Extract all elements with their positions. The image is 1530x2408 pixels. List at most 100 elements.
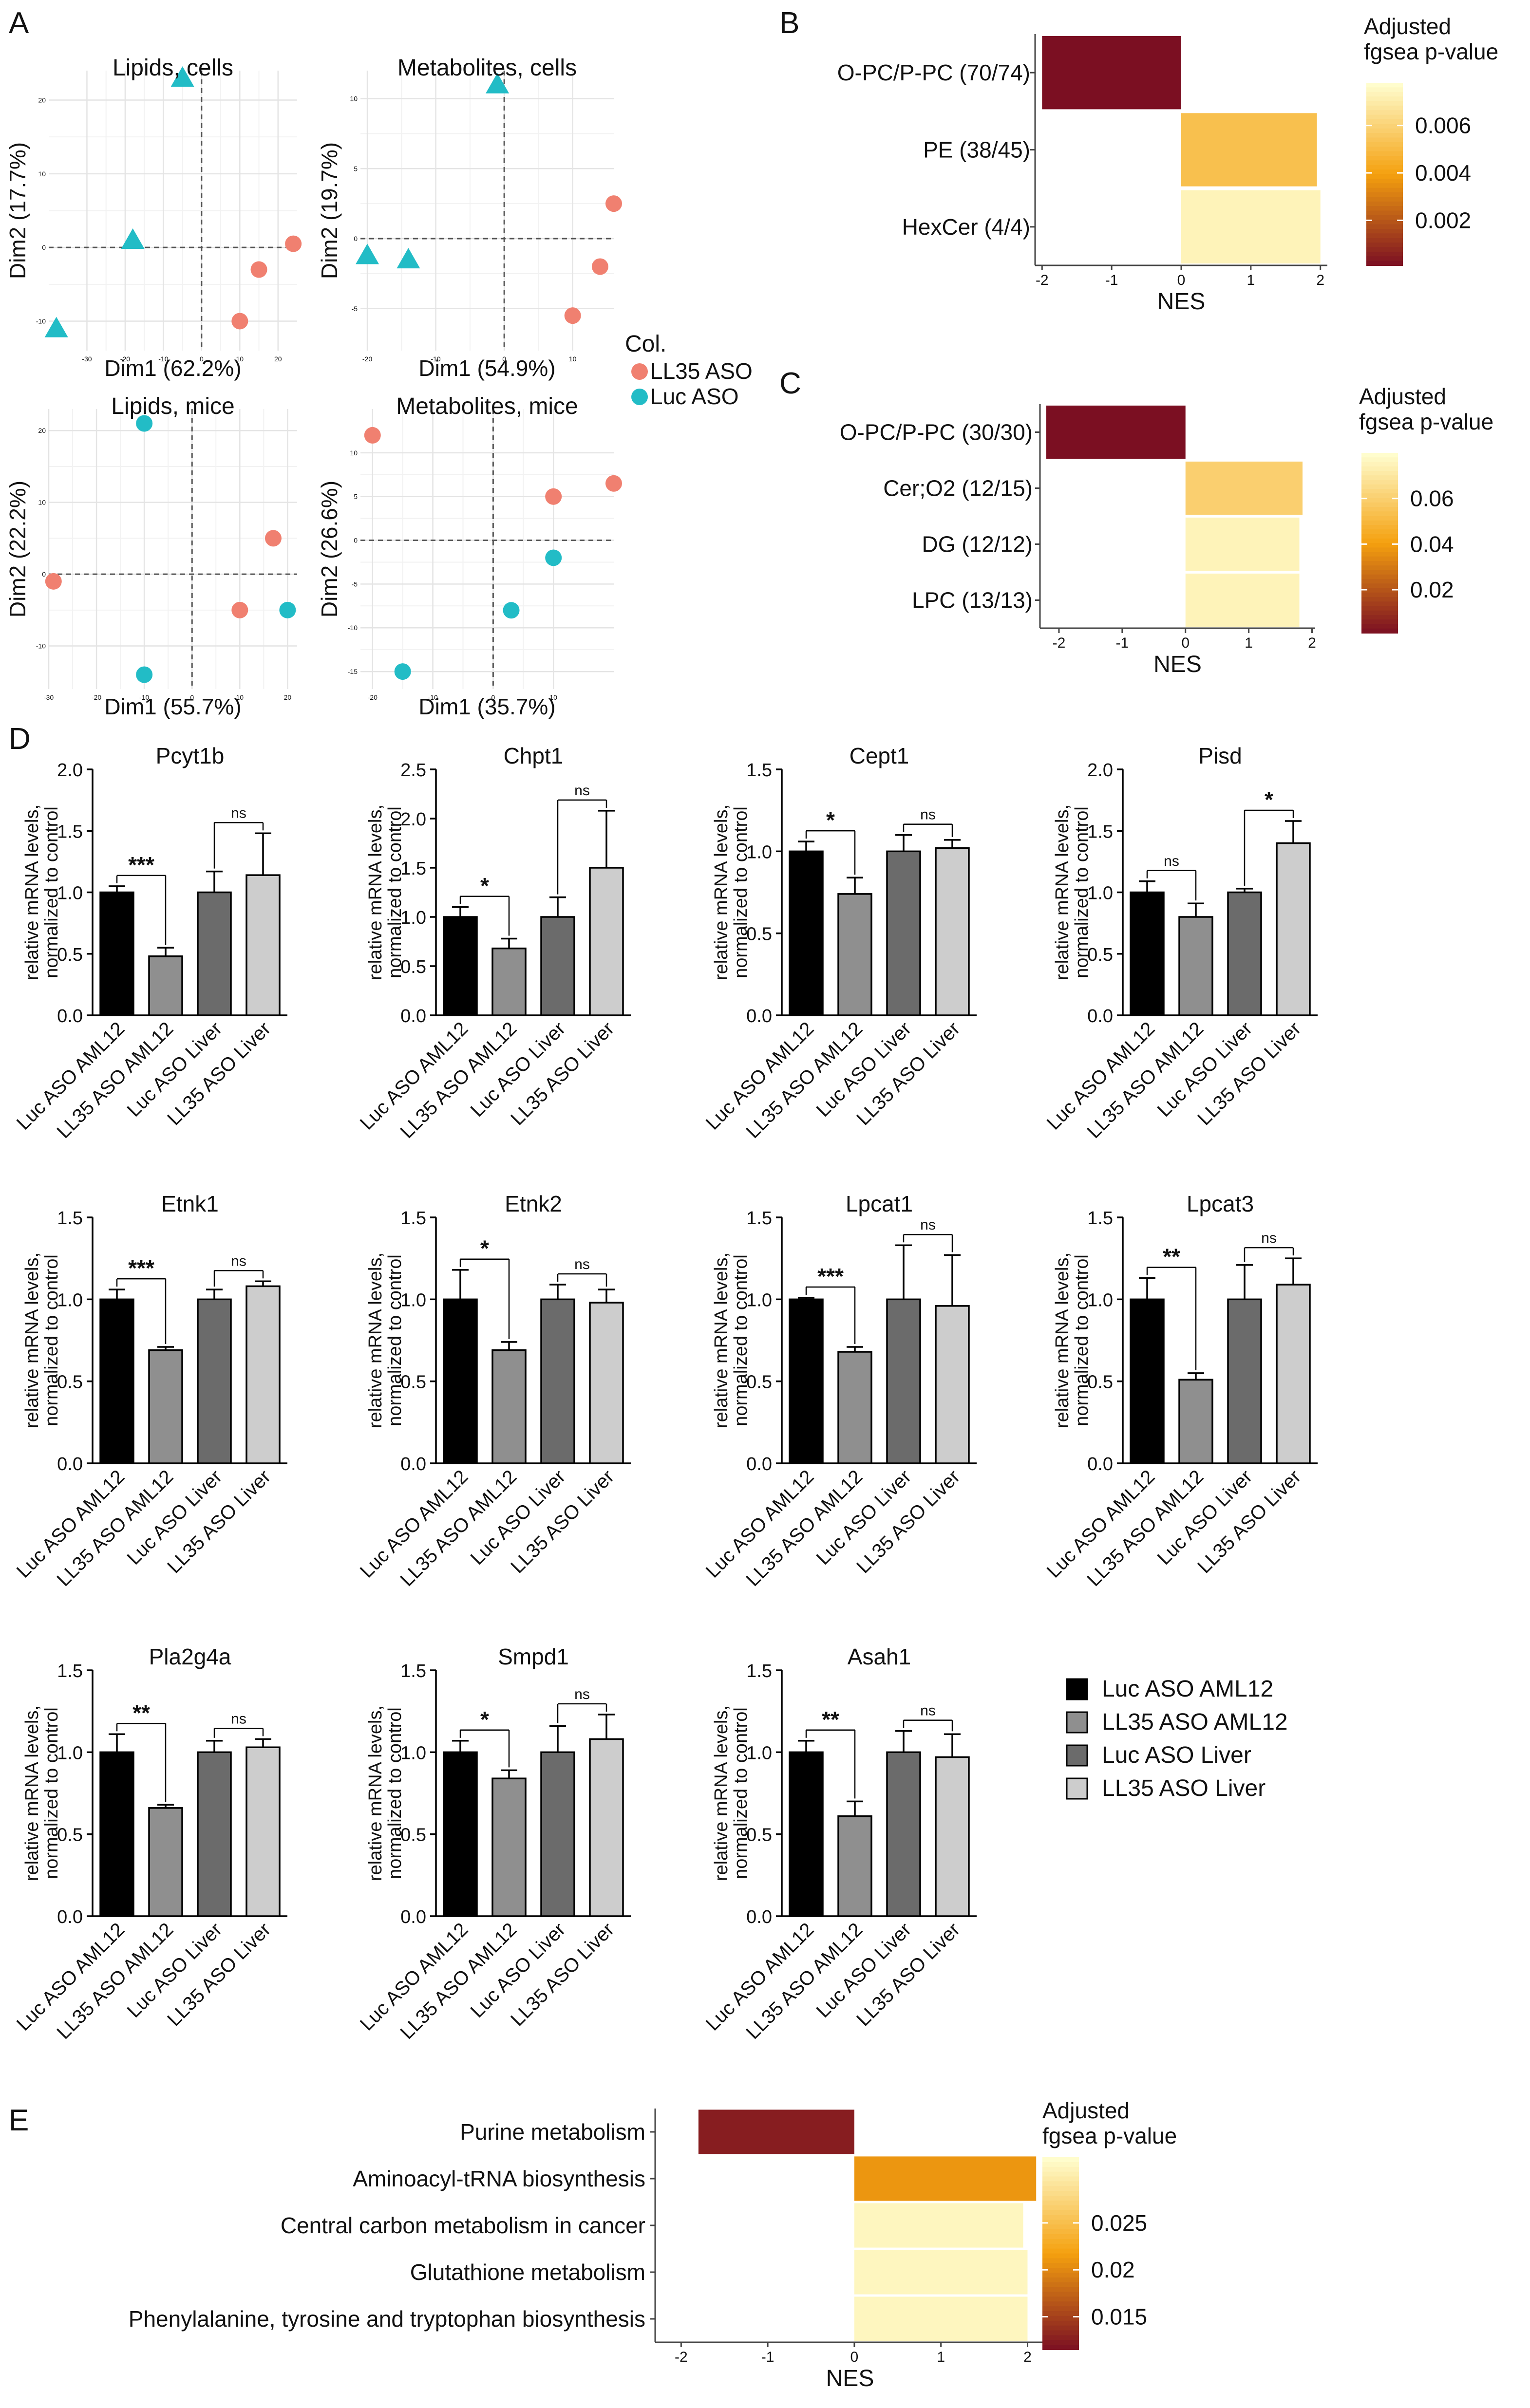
y-tick-label: -10 [348,624,358,632]
y-tick-label: 0.0 [1087,1454,1113,1475]
x-tick-label: 1 [1247,272,1255,288]
qpcr-bar [99,1298,134,1464]
data-point-triangle [44,317,68,337]
colorbar-label: 0.02 [1410,577,1454,602]
y-tick-label: 1.5 [400,1208,426,1229]
x-tick-label: -10 [428,693,437,701]
colorbar-step [1361,565,1398,571]
qpcr-ylabel: relative mRNA levels, [22,1252,42,1428]
qpcr-plot-asah1: 0.0 0.5 1.0 1.5 relative mRNA levels,normali… [702,1644,977,2043]
colorbar-step [1366,174,1403,179]
x-tick-label: 1 [937,2349,945,2365]
pca-plot-a4: -20 -10 0 10 -15 -10 -5 0 5 10 Metabolites, mice Di… [317,393,622,719]
colorbar-label: 0.06 [1410,486,1454,511]
colorbar-step [1366,96,1403,102]
data-point [136,415,153,432]
qpcr-bar [491,1349,527,1464]
y-tick-label: 0.5 [746,924,772,945]
qpcr-bar [589,1738,624,1917]
qpcr-legend-label-3: LL35 ASO Liver [1102,1775,1266,1801]
qpcr-bar [148,1807,183,1917]
qpcr-bar [491,1777,527,1917]
category-label: Phenylalanine, tyrosine and tryptophan b… [129,2306,645,2332]
qpcr-bar [540,1751,575,1917]
sig-label: ns [920,1217,936,1233]
y-tick-label: 2.5 [400,760,426,781]
qpcr-bar [589,867,624,1016]
qpcr-bar [789,850,824,1016]
data-point [564,307,581,324]
colorbar-step [1366,83,1403,88]
data-point [364,427,381,444]
colorbar-step [1042,2196,1079,2201]
nes-bar [1185,517,1300,571]
colorbar-title: fgsea p-value [1359,409,1493,434]
qpcr-bar [1227,1298,1262,1464]
pca-xlabel: Dim1 (54.9%) [418,355,555,381]
colorbar-step [1042,2157,1079,2163]
qpcr-ylabel: relative mRNA levels, [365,1252,386,1428]
y-tick-label: 1.0 [746,842,772,862]
colorbar-step [1361,592,1398,597]
y-tick-label: 0.5 [57,1372,83,1393]
colorbar-step [1366,206,1403,211]
colorbar-step [1361,534,1398,539]
y-tick-label: 10 [38,170,46,178]
y-tick-label: 1.5 [1087,1208,1113,1229]
colorbar-step [1361,493,1398,499]
gene-title: Chpt1 [504,743,564,768]
y-tick-label: 0.5 [400,957,426,977]
qpcr-ylabel: relative mRNA levels, [22,1705,42,1881]
qpcr-ylabel: relative mRNA levels, [365,804,386,980]
sig-label: *** [817,1264,844,1289]
y-tick-label: 5 [354,493,358,501]
y-tick-label: 0.0 [400,1907,426,1927]
colorbar-step [1361,606,1398,611]
x-tick-label: -2 [1036,272,1049,288]
qpcr-legend-swatch-3 [1066,1777,1088,1800]
x-tick-label: 10 [236,355,244,363]
pca-title: Metabolites, mice [396,393,578,419]
colorbar-step [1361,507,1398,512]
colorbar-step [1042,2224,1079,2230]
colorbar-step [1361,597,1398,602]
colorbar-step [1366,187,1403,193]
y-tick-label: 1.0 [57,1290,83,1310]
x-tick-label: -2 [675,2349,688,2365]
sig-label: ns [920,807,936,823]
qpcr-bar [443,1298,478,1464]
colorbar-step [1361,525,1398,530]
y-tick-label: 1.5 [400,1661,426,1681]
y-tick-label: 0.0 [57,1006,83,1027]
qpcr-ylabel: normalized to control [731,806,751,978]
colorbar-step [1366,156,1403,161]
colorbar-step [1042,2315,1079,2321]
colorbar-step [1366,128,1403,134]
y-tick-label: 2.0 [57,760,83,781]
sig-label: ns [574,1686,590,1702]
pca-legend-swatch-ll35 [631,363,648,380]
y-tick-label: 0.0 [746,1006,772,1027]
qpcr-legend: Luc ASO AML12 LL35 ASO AML12 Luc ASO Liv… [1066,1676,1288,1801]
category-label: LPC (13/13) [912,588,1033,613]
colorbar-step [1366,197,1403,202]
colorbar-step [1361,502,1398,507]
data-point [545,488,562,505]
nes-bar [854,2250,1028,2295]
pca-title: Lipids, mice [111,393,234,419]
y-tick-label: 1.0 [400,1743,426,1763]
colorbar-step [1042,2292,1079,2297]
colorbar-step [1366,169,1403,175]
nes-xlabel: NES [1153,652,1202,677]
sig-label: ns [231,1253,246,1269]
y-tick-label: 10 [38,499,46,506]
x-tick-label: 2 [1308,635,1316,651]
qpcr-bar [1227,891,1262,1016]
qpcr-plot-pcyt1b: 0.0 0.5 1.0 1.5 2.0 relative mRNA levels,norm… [13,743,287,1142]
gene-title: Etnk2 [505,1191,562,1216]
x-tick-label: -30 [82,355,92,363]
gene-title: Pla2g4a [149,1644,231,1669]
qpcr-bar [540,916,575,1016]
y-tick-label: 1.5 [400,859,426,879]
